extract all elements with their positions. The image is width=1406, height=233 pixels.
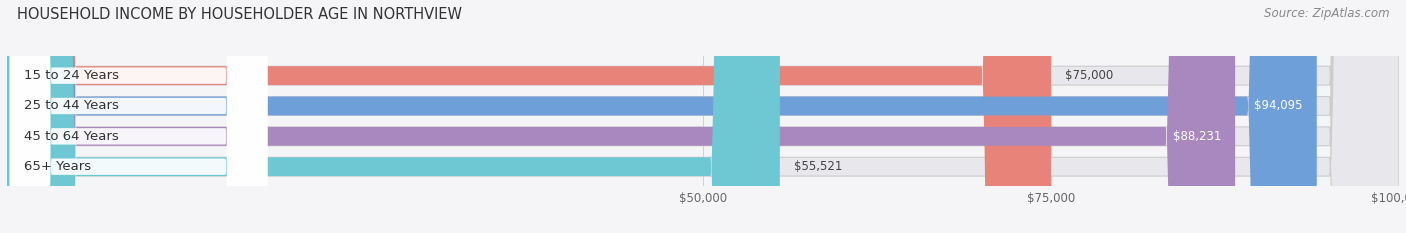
FancyBboxPatch shape (7, 0, 1399, 233)
FancyBboxPatch shape (10, 0, 267, 233)
Text: 65+ Years: 65+ Years (24, 160, 91, 173)
Text: HOUSEHOLD INCOME BY HOUSEHOLDER AGE IN NORTHVIEW: HOUSEHOLD INCOME BY HOUSEHOLDER AGE IN N… (17, 7, 463, 22)
Text: 45 to 64 Years: 45 to 64 Years (24, 130, 118, 143)
FancyBboxPatch shape (7, 0, 1317, 233)
FancyBboxPatch shape (10, 0, 267, 233)
FancyBboxPatch shape (10, 0, 267, 233)
Text: $55,521: $55,521 (794, 160, 842, 173)
Text: 25 to 44 Years: 25 to 44 Years (24, 99, 118, 113)
FancyBboxPatch shape (7, 0, 1234, 233)
FancyBboxPatch shape (7, 0, 1399, 233)
FancyBboxPatch shape (10, 0, 267, 233)
FancyBboxPatch shape (7, 0, 780, 233)
Text: 15 to 24 Years: 15 to 24 Years (24, 69, 118, 82)
FancyBboxPatch shape (7, 0, 1052, 233)
FancyBboxPatch shape (7, 0, 1399, 233)
Text: $88,231: $88,231 (1173, 130, 1222, 143)
Text: $94,095: $94,095 (1254, 99, 1303, 113)
Text: Source: ZipAtlas.com: Source: ZipAtlas.com (1264, 7, 1389, 20)
FancyBboxPatch shape (7, 0, 1399, 233)
Text: $75,000: $75,000 (1064, 69, 1114, 82)
